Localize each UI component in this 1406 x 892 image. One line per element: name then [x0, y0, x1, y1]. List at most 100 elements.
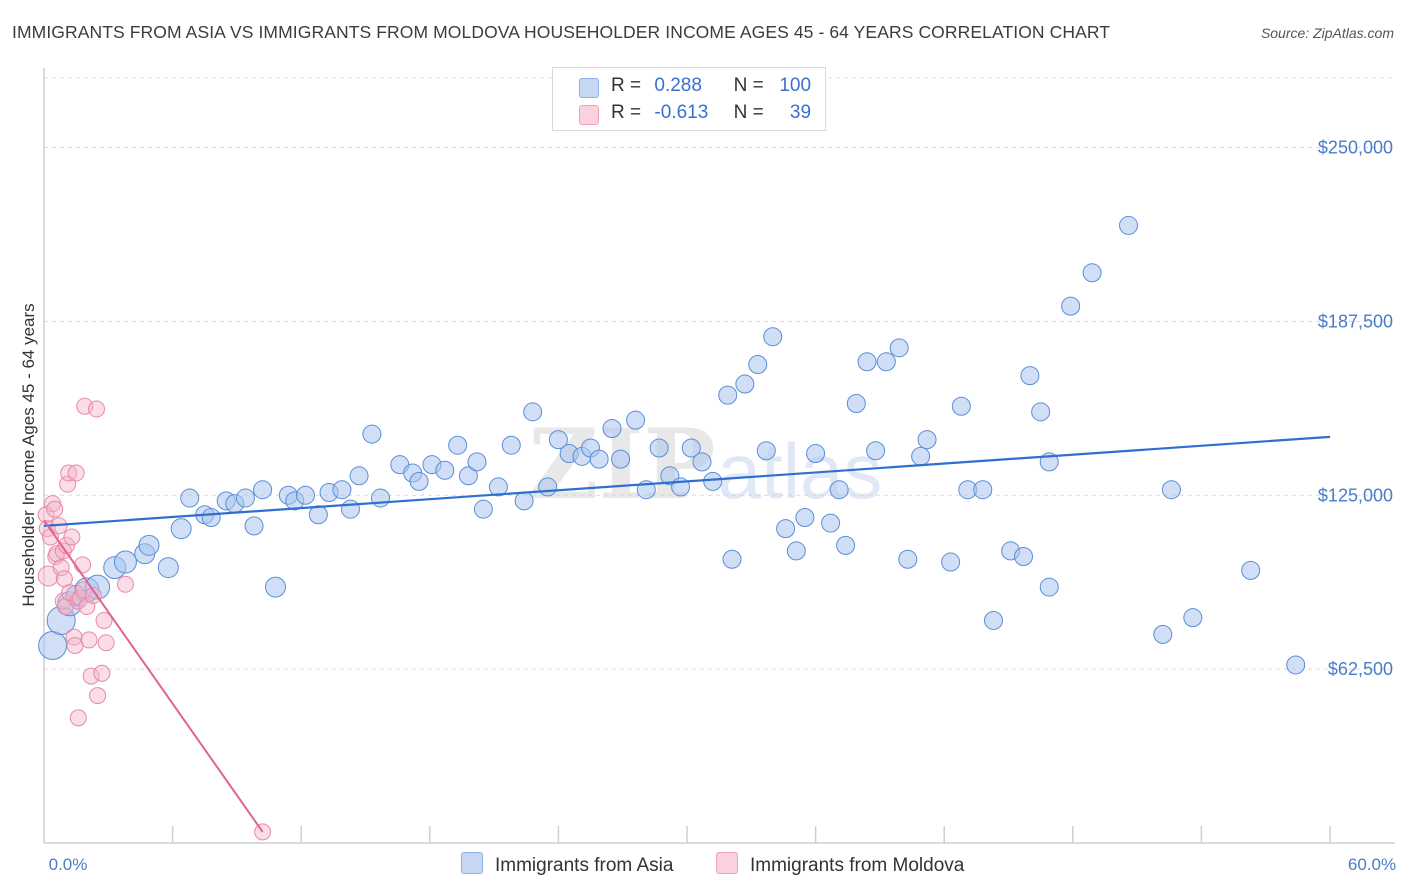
asia-point — [866, 441, 886, 461]
asia-point — [722, 549, 742, 569]
asia-point — [435, 460, 455, 480]
moldova-point — [69, 592, 87, 610]
asia-point — [602, 419, 622, 439]
x-tick-label: 60.0% — [1348, 855, 1396, 874]
legend-row-moldova: R = -0.613 N = 39 — [553, 101, 823, 127]
legend-r-value: 0.288 — [654, 75, 702, 96]
asia-point — [1031, 402, 1051, 422]
asia-point — [1014, 546, 1034, 566]
moldova-point — [84, 586, 102, 604]
chart-title: IMMIGRANTS FROM ASIA VS IMMIGRANTS FROM … — [12, 22, 1111, 42]
trend-lines — [43, 435, 1331, 833]
asia-point — [538, 477, 558, 497]
asia-point — [898, 549, 918, 569]
asia-point — [806, 444, 826, 464]
y-tick-label: $250,000 — [1318, 138, 1393, 158]
legend-n-label: N = — [733, 75, 764, 96]
asia-point — [235, 488, 255, 508]
asia-point — [170, 518, 192, 540]
tick-labels: $62,500 $125,000 $187,500 $250,000 0.0% 60.0% — [49, 138, 1396, 874]
moldova-point — [97, 634, 115, 652]
asia-point — [253, 480, 273, 500]
bottom-legend-asia: Immigrants from Asia — [461, 852, 673, 877]
asia-point — [1286, 655, 1306, 675]
asia-point — [846, 393, 866, 413]
y-axis-title: Householder Income Ages 45 - 64 years — [19, 303, 38, 606]
legend-swatch-moldova — [579, 105, 599, 125]
legend-row-asia: R = 0.288 N = 100 — [553, 74, 823, 100]
asia-point — [1039, 577, 1059, 597]
moldova-point — [82, 667, 100, 685]
axes — [43, 68, 1395, 844]
asia-point — [1061, 296, 1081, 316]
asia-point — [857, 352, 877, 372]
legend-r-label: R = — [611, 75, 642, 96]
asia-point — [138, 534, 160, 556]
asia-point — [467, 452, 487, 472]
asia-point — [501, 435, 521, 455]
asia-point — [776, 519, 796, 539]
asia-point — [821, 513, 841, 533]
asia-point — [763, 327, 783, 347]
legend-r-value: -0.613 — [654, 102, 709, 123]
asia-point — [1183, 608, 1203, 628]
asia-point — [836, 535, 856, 555]
asia-point — [201, 508, 221, 528]
asia-point — [983, 610, 1003, 630]
bottom-legend-moldova: Immigrants from Moldova — [716, 852, 964, 877]
asia-point — [681, 438, 701, 458]
asia-point — [1241, 560, 1261, 580]
asia-point — [448, 435, 468, 455]
moldova-point — [56, 598, 74, 616]
legend-n-value: 100 — [779, 75, 812, 96]
y-tick-label: $187,500 — [1318, 311, 1393, 331]
asia-point — [85, 574, 111, 600]
asia-point — [264, 576, 286, 598]
asia-point — [1153, 624, 1173, 644]
asia-point — [157, 557, 179, 579]
bottom-legend-swatch-moldova — [716, 852, 738, 874]
y-tick-label: $62,500 — [1328, 659, 1393, 679]
asia-point — [1020, 366, 1040, 386]
asia-point — [1161, 480, 1181, 500]
asia-point — [611, 449, 631, 469]
moldova-point — [95, 611, 113, 629]
correlation-legend: R = 0.288 N = 100 R = -0.613 N = 39 — [552, 67, 826, 131]
asia-point — [523, 402, 543, 422]
asia-point — [589, 449, 609, 469]
gridlines — [44, 77, 1395, 670]
asia-point — [649, 438, 669, 458]
asia-point — [692, 452, 712, 472]
legend-n-label: N = — [733, 102, 764, 123]
legend-r-label: R = — [611, 102, 642, 123]
moldova-point — [69, 709, 87, 727]
asia-point — [458, 466, 478, 486]
moldova-point — [80, 631, 98, 649]
asia-point — [748, 355, 768, 375]
moldova-point — [89, 687, 107, 705]
asia-point — [941, 552, 961, 572]
watermark-atlas: atlas — [718, 427, 883, 515]
asia-point — [917, 430, 937, 450]
asia-point — [409, 471, 429, 491]
asia-point — [703, 471, 723, 491]
asia-point — [795, 508, 815, 528]
moldova-point — [88, 400, 106, 418]
asia-point — [473, 499, 493, 519]
bottom-legend-label-asia: Immigrants from Asia — [495, 855, 674, 876]
scatter-points — [37, 215, 1306, 841]
asia-point — [756, 441, 776, 461]
asia-point — [295, 485, 315, 505]
moldova-point — [93, 664, 111, 682]
asia-point — [113, 550, 137, 574]
asia-point — [1082, 263, 1102, 283]
moldova-point — [37, 565, 59, 587]
moldova-point — [74, 556, 92, 574]
moldova-point — [67, 464, 85, 482]
asia-point — [951, 396, 971, 416]
series-asia — [38, 215, 1306, 675]
asia-point — [735, 374, 755, 394]
asia-point — [371, 488, 391, 508]
asia-point — [488, 477, 508, 497]
